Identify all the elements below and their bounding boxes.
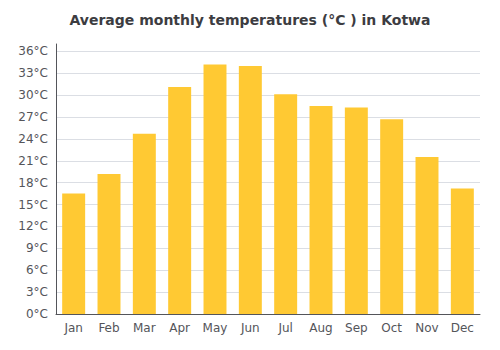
svg-text:Jun: Jun xyxy=(240,321,260,335)
svg-text:9°C: 9°C xyxy=(26,241,48,255)
svg-text:Feb: Feb xyxy=(98,321,119,335)
svg-text:Aug: Aug xyxy=(309,321,332,335)
svg-text:Average monthly temperatures (: Average monthly temperatures (°C ) in Ko… xyxy=(70,12,431,28)
svg-text:Jan: Jan xyxy=(63,321,83,335)
svg-text:36°C: 36°C xyxy=(18,44,48,58)
svg-text:30°C: 30°C xyxy=(18,88,48,102)
svg-text:24°C: 24°C xyxy=(18,132,48,146)
svg-text:Sep: Sep xyxy=(345,321,368,335)
svg-text:15°C: 15°C xyxy=(18,198,48,212)
svg-text:Dec: Dec xyxy=(451,321,474,335)
svg-text:12°C: 12°C xyxy=(18,219,48,233)
svg-text:0°C: 0°C xyxy=(26,307,48,321)
svg-text:Mar: Mar xyxy=(133,321,156,335)
svg-text:Apr: Apr xyxy=(169,321,190,335)
svg-text:May: May xyxy=(203,321,228,335)
svg-text:18°C: 18°C xyxy=(18,176,48,190)
svg-text:21°C: 21°C xyxy=(18,154,48,168)
svg-text:Jul: Jul xyxy=(277,321,292,335)
svg-text:Nov: Nov xyxy=(415,321,438,335)
svg-text:33°C: 33°C xyxy=(18,66,48,80)
svg-text:27°C: 27°C xyxy=(18,110,48,124)
svg-text:6°C: 6°C xyxy=(26,263,48,277)
svg-text:Oct: Oct xyxy=(381,321,402,335)
svg-text:3°C: 3°C xyxy=(26,285,48,299)
